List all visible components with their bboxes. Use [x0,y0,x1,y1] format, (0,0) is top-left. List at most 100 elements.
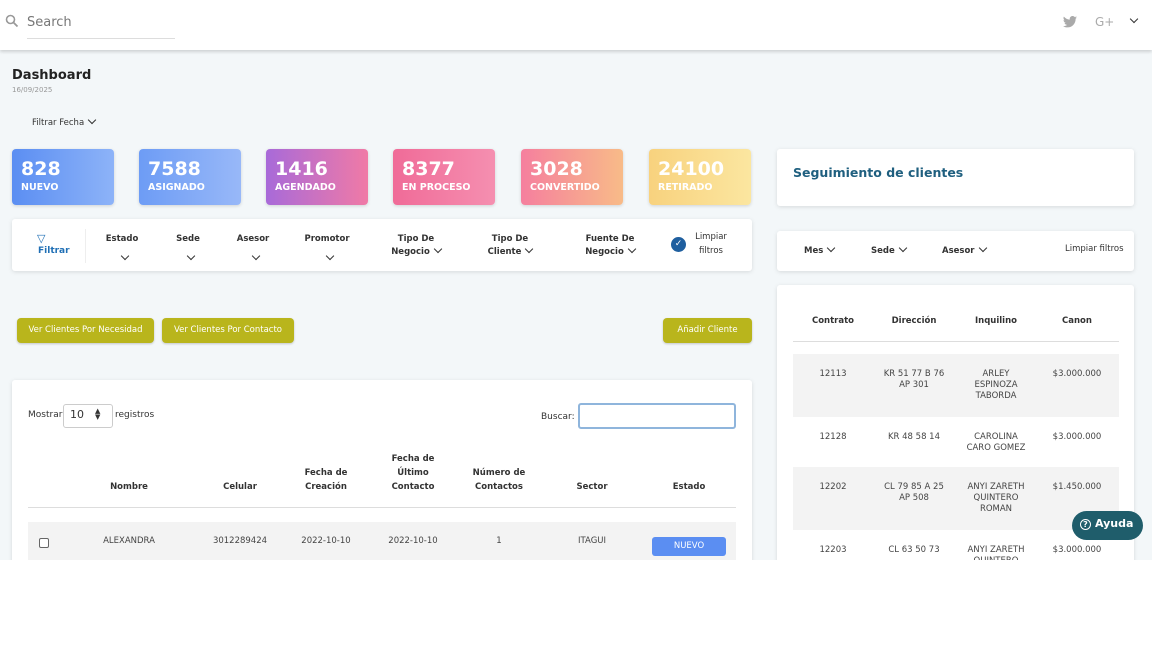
tracking-cell: 12202 [819,482,847,492]
twitter-icon[interactable] [1063,16,1077,28]
tracking-column: Inquilino [975,316,1017,326]
tracking-cell: $3.000.000 [1052,545,1102,555]
search-label: Buscar: [541,412,575,422]
column-header: Estado [672,482,706,492]
stat-label: NUEVO [21,182,59,193]
status-badge: NUEVO [652,537,726,556]
filter-dropdown[interactable]: Estado [105,234,139,244]
tracking-cell: $1.450.000 [1052,482,1102,492]
stat-value: 24100 [658,158,725,180]
action-button[interactable]: Añadir Cliente [663,318,752,343]
tracking-column: Dirección [891,316,937,326]
tracking-header-line [793,341,1119,342]
column-header: Sector [576,482,608,492]
tracking-row [793,530,1119,560]
tracking-row [793,417,1119,467]
date-filter[interactable]: Filtrar Fecha [32,118,95,128]
table-row [28,522,736,560]
column-header: Nombre [110,482,148,492]
tracking-cell: KR 51 77 B 76 AP 301 [883,369,945,390]
table-cell: 3012289424 [212,536,268,546]
stat-value: 1416 [275,158,328,180]
tracking-filter[interactable]: Asesor [942,246,986,256]
page-size: 10 [70,408,84,421]
tracking-cell: $3.000.000 [1052,369,1102,379]
table-cell: 2022-10-10 [301,536,351,546]
stat-label: EN PROCESO [402,182,471,193]
action-button[interactable]: Ver Clientes Por Necesidad [17,318,154,343]
dropdown-caret [248,246,259,265]
tracking-cell: KR 48 58 14 [887,432,941,442]
filter-title: Filtrar [38,246,70,256]
column-header: Fecha de Creación [304,468,348,492]
tracking-filter[interactable]: Sede [871,246,906,256]
stat-label: CONVERTIDO [530,182,600,193]
user-menu[interactable] [1126,16,1137,27]
tracking-cell: CL 79 85 A 25 AP 508 [884,482,944,503]
filter-dropdown[interactable]: Sede [176,234,200,244]
tracking-cell: CAROLINA CARO GOMEZ [966,432,1026,453]
filter-dropdown[interactable]: Promotor [304,234,350,244]
tracking-cell: ANYI ZARETH QUINTERO [967,545,1025,560]
filter-dropdown[interactable]: Fuente De Negocio [575,233,645,259]
dashboard-date: 16/09/2025 [12,86,53,94]
filter-dropdown[interactable]: Tipo De Cliente [475,233,545,259]
tracking-clear[interactable]: Limpiar filtros [1065,244,1124,254]
help-icon: ? [1080,519,1091,530]
stat-card[interactable] [266,149,368,205]
stat-card[interactable] [393,149,495,205]
dashboard-title: Dashboard [12,68,92,83]
help-button[interactable]: ? Ayuda [1072,511,1143,540]
dropdown-caret [117,246,128,265]
tracking-cell: 12203 [819,545,847,555]
tracking-row [793,354,1119,417]
top-bar [0,0,1152,50]
stat-value: 3028 [530,158,583,180]
stat-card[interactable] [649,149,751,205]
stat-label: AGENDADO [275,182,336,193]
row-checkbox[interactable] [39,538,49,548]
table-cell: ITAGUI [577,536,607,546]
tracking-row [793,467,1119,530]
gplus-link[interactable]: G+ [1095,15,1115,29]
table-cell: ALEXANDRA [103,536,155,546]
table-header-line [28,507,736,508]
tracking-cell: ANYI ZARETH QUINTERO ROMAN [967,482,1025,514]
tracking-title-card [777,149,1134,206]
column-header: Número de Contactos [472,468,526,492]
tracking-filter[interactable]: Mes [804,246,834,256]
clear-check: ✓ [671,237,686,252]
action-button[interactable]: Ver Clientes Por Contacto [162,318,294,343]
tracking-cell: $3.000.000 [1052,432,1102,442]
tracking-cell: ARLEY ESPINOZA TABORDA [974,369,1018,401]
table-cell: 2022-10-10 [388,536,438,546]
stat-value: 7588 [148,158,201,180]
filter-divider [85,229,86,263]
search-input[interactable]: Search [27,15,175,39]
clear-filters[interactable]: Limpiar filtros [695,232,727,256]
column-header: Fecha de Último Contacto [391,454,435,492]
tracking-cell: CL 63 50 73 [888,545,940,555]
stat-value: 8377 [402,158,455,180]
filter-icon: ▽ [37,232,46,245]
stat-card[interactable] [12,149,114,205]
show-label: Mostrar [28,410,63,420]
tracking-cell: 12113 [819,369,847,379]
tracking-cell: 12128 [819,432,847,442]
tracking-column: Contrato [811,316,855,326]
table-cell: 1 [496,536,502,546]
select-arrows: ▲ ▼ [95,407,101,421]
search-icon [5,14,19,28]
filter-dropdown[interactable]: Tipo De Negocio [381,233,451,259]
stat-label: RETIRADO [658,182,713,193]
help-label: Ayuda [1095,517,1134,530]
table-search-input[interactable] [578,403,736,429]
records-label: registros [115,410,155,420]
stat-label: ASIGNADO [148,182,205,193]
dropdown-caret [322,246,333,265]
stat-card[interactable] [139,149,241,205]
filter-dropdown[interactable]: Asesor [236,234,270,244]
page-size-select[interactable] [63,404,113,428]
stat-card[interactable] [521,149,623,205]
